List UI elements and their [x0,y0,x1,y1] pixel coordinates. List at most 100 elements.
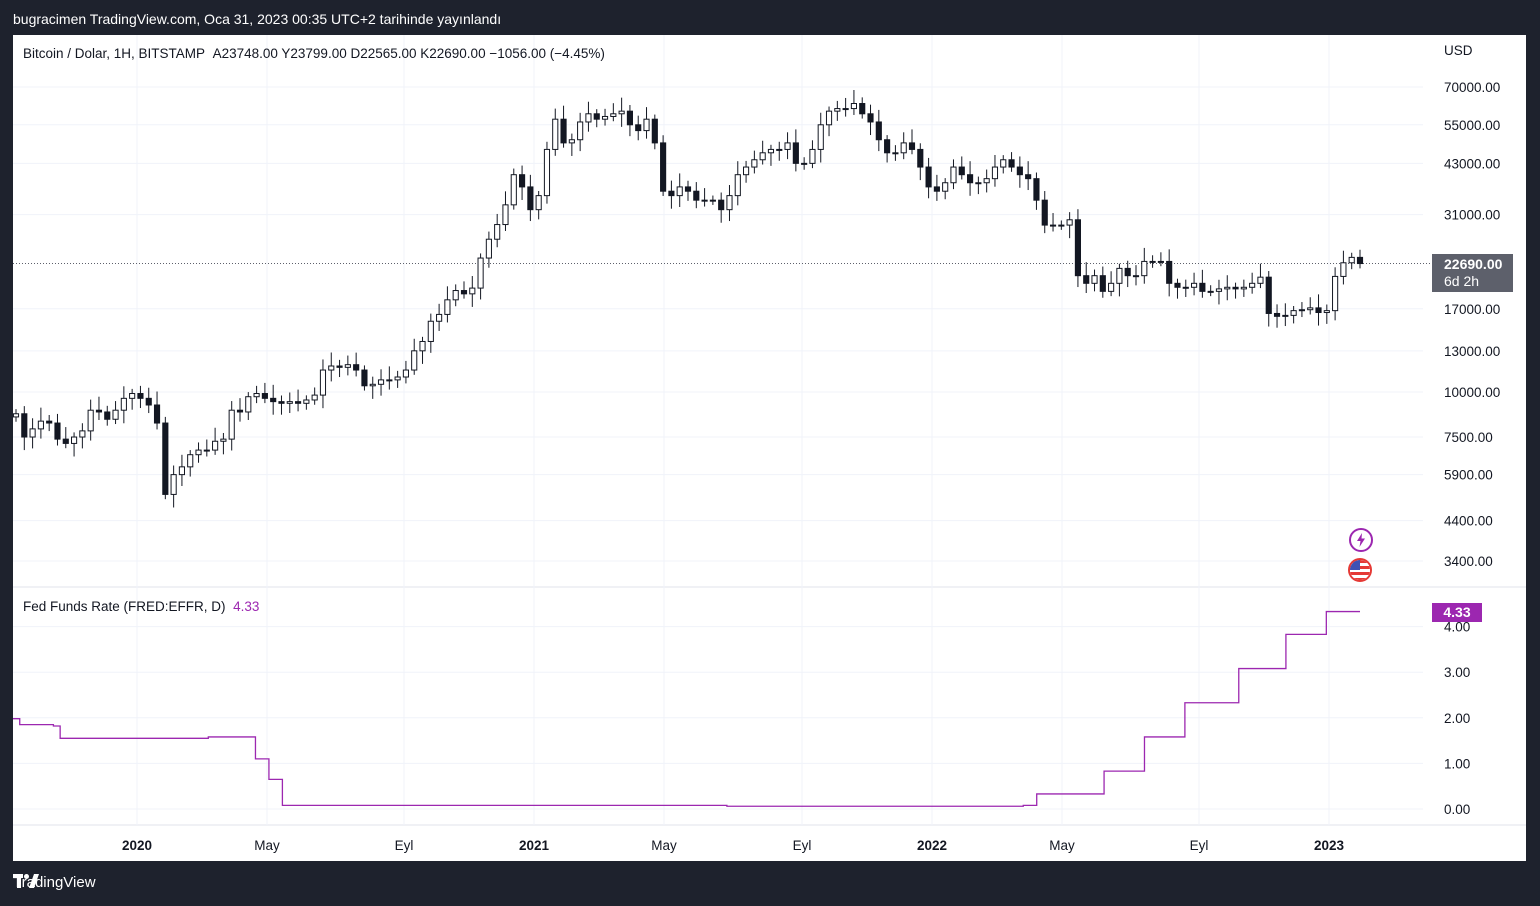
price-tick-label: 43000.00 [1444,156,1500,171]
candle-body [825,110,833,126]
candle-body [560,118,567,144]
price-tick-label: 7500.00 [1444,430,1493,445]
price-tick-label: 13000.00 [1444,344,1500,359]
price-tick-label: 70000.00 [1444,80,1500,95]
candle-body [1099,275,1106,292]
candle-body [195,449,202,456]
candle-body [792,142,799,164]
candle-body [552,118,559,150]
candle-body [328,365,335,371]
candle-body [1356,256,1364,265]
candle-body [178,466,185,476]
candle-body [842,108,849,111]
candle-body [270,397,277,403]
candle-body [510,174,517,206]
candle-body [444,299,451,315]
candle-body [54,422,61,440]
candle-body [668,190,675,197]
candle-body [460,290,468,295]
candle-body [751,159,758,168]
candle-body [734,174,741,197]
candle-body [718,199,725,211]
candle-body [1025,174,1032,180]
candle-body [21,413,28,438]
price-tick-label: 4400.00 [1444,514,1493,529]
candle-body [46,420,53,424]
candle-body [87,409,94,432]
candle-body [220,438,227,442]
candle-body [286,401,293,404]
candle-body [1215,288,1223,292]
candle-body [1166,260,1173,284]
candle-body [643,118,650,132]
rate-line [13,610,1360,807]
candle-body [112,409,119,420]
candle-body [651,118,658,144]
candle-body [104,411,111,420]
candle-body [1182,286,1189,289]
candle-body [71,436,78,444]
candle-body [170,474,177,495]
rate-legend: Fed Funds Rate (FRED:EFFR, D) 4.33 [23,599,259,614]
candle-body [1265,276,1272,314]
last-price-badge: 22690.00 6d 2h [1432,254,1513,292]
candle-body [394,376,401,381]
symbol-label: Bitcoin / Dolar, 1H, BITSTAMP [23,46,206,61]
candle-body [386,379,393,382]
tradingview-logo-icon [13,874,39,888]
currency-label: USD [1444,43,1473,58]
candle-body [469,287,476,295]
candle-body [543,148,551,197]
candle-body [452,290,459,301]
chart-area[interactable]: 2020 May Eyl 2021 May Eyl 2022 May Eyl 2023 3400.0… [13,35,1526,861]
candle-body [319,369,327,396]
candle-body [228,409,235,440]
candle-body [1124,267,1131,277]
candle-body [245,396,252,413]
rate-tick-label: 2.00 [1444,711,1470,726]
candle-body [1323,310,1330,314]
candle-body [776,148,783,151]
candle-body [1348,256,1355,264]
candle-body [867,113,874,123]
candle-body [950,166,957,184]
candle-body [784,142,791,150]
candle-body [759,152,766,161]
time-label: Eyl [1190,838,1209,853]
chart-canvas[interactable]: 2020 May Eyl 2021 May Eyl 2022 May Eyl 2023 3400.0… [13,35,1526,861]
candle-body [411,350,418,371]
candle-body [626,110,633,126]
candle-body [1273,312,1281,317]
candle-body [917,148,924,168]
candle-body [236,409,244,413]
candle-body [568,139,575,144]
candle-body [684,186,692,192]
rate-tick-label: 4.00 [1444,620,1470,635]
candle-body [162,422,169,495]
time-label: Eyl [395,838,414,853]
price-tick-label: 17000.00 [1444,302,1500,317]
time-label: 2020 [122,838,152,853]
candle-body [875,121,882,141]
candle-body [1091,275,1098,284]
candle-body [1058,224,1065,227]
candle-body [817,124,824,150]
candle-body [29,428,36,438]
candle-body [369,383,376,387]
publish-info: bugracimen TradingView.com, Oca 31, 2023… [13,11,502,27]
us-flag-icon[interactable] [1348,558,1372,582]
candle-body [203,449,210,452]
rate-tick-label: 0.00 [1444,802,1470,817]
candle-body [585,113,592,123]
candle-body [1174,282,1181,288]
candle-body [900,142,907,154]
candle-body [975,182,982,185]
candle-body [344,364,351,368]
rate-tick-label: 1.00 [1444,756,1470,771]
candle-body [709,199,716,202]
candle-body [1232,286,1239,290]
price-tick-label: 5900.00 [1444,468,1493,483]
candle-body [261,393,268,399]
candle-body [834,108,841,112]
flash-icon[interactable] [1349,528,1373,552]
